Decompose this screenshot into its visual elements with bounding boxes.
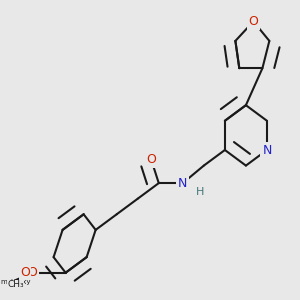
Text: O: O <box>146 153 156 166</box>
Text: H: H <box>196 187 204 197</box>
Text: O: O <box>20 266 30 279</box>
Text: O: O <box>28 266 38 279</box>
Text: O: O <box>146 153 156 166</box>
Text: N: N <box>178 177 188 190</box>
Text: N: N <box>262 143 272 157</box>
Text: N: N <box>178 177 188 190</box>
Text: O: O <box>248 15 258 28</box>
Text: methoxy: methoxy <box>0 279 31 285</box>
Text: CH₃: CH₃ <box>7 280 24 289</box>
